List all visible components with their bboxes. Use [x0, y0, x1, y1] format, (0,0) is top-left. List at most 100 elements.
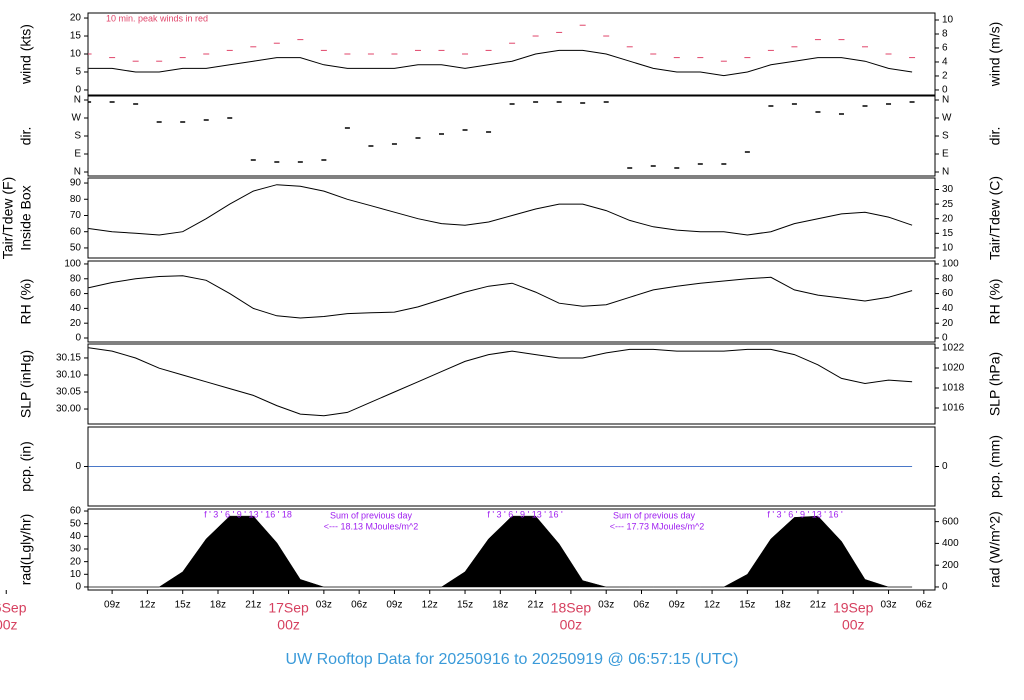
x-tick-label: 18z [775, 600, 791, 611]
y-tick-label: 40 [70, 531, 82, 542]
plot-area [88, 101, 915, 169]
y2-tick-label: 20 [942, 213, 954, 224]
y-tick-label: 20 [70, 556, 82, 567]
x-tick-label: 06z [916, 600, 932, 611]
y2-tick-label: 4 [942, 57, 948, 68]
annotation: f ' 3 ' 6 ' 9 ' 13 ' 16 ' [767, 509, 843, 519]
x-tick-label: 09z [104, 600, 120, 611]
y-tick-label: W [72, 113, 82, 124]
x-tick-label: 03z [598, 600, 614, 611]
y2-tick-label: 6 [942, 43, 948, 54]
y-tick-label: 40 [70, 303, 82, 314]
y-tick-label: 30.05 [56, 387, 81, 398]
y2-axis-label: dir. [987, 127, 1003, 146]
data-line [88, 49, 913, 77]
x-tick-label: 12z [139, 600, 155, 611]
y-tick-label: 0 [75, 85, 81, 96]
y2-tick-label: 1020 [942, 363, 965, 374]
annotation: <--- 18.13 MJoules/m^2 [324, 521, 419, 531]
x-tick-label: 06z [633, 600, 649, 611]
panel-frame [87, 12, 936, 96]
y-tick-label: 0 [75, 582, 81, 593]
panel-frame [87, 343, 936, 425]
y2-tick-label: N [942, 167, 949, 178]
panel-frame [87, 508, 936, 591]
y-tick-label: 50 [70, 243, 82, 254]
y-tick-label: 90 [70, 178, 82, 189]
plot-area [88, 515, 913, 588]
y-tick-label: N [74, 167, 81, 178]
y-tick-label: 0 [75, 333, 81, 344]
y2-tick-label: 0 [942, 582, 948, 593]
y2-tick-label: 10 [942, 15, 954, 26]
y2-axis-label: Tair/Tdew (C) [987, 176, 1003, 260]
y-axis-label: SLP (inHg) [18, 350, 34, 418]
y-tick-label: 60 [70, 226, 82, 237]
y2-tick-label: 100 [942, 259, 959, 270]
x-tick-label: 09z [386, 600, 402, 611]
y-tick-label: 60 [70, 288, 82, 299]
x-tick-label: 03z [316, 600, 332, 611]
y-tick-label: 80 [70, 194, 82, 205]
y-tick-label: 15 [70, 31, 82, 42]
y2-tick-label: 8 [942, 29, 948, 40]
y-tick-label: 70 [70, 210, 82, 221]
annotation: <--- 17.73 MJoules/m^2 [610, 521, 705, 531]
plot-area [88, 347, 913, 417]
y-tick-label: 30.10 [56, 370, 81, 381]
y-tick-label: S [74, 131, 81, 142]
x-tick-label: 09z [669, 600, 685, 611]
x-tick-label: 18z [210, 600, 226, 611]
x-tick-label: 12z [422, 600, 438, 611]
y-tick-label: E [74, 149, 81, 160]
y-tick-label: 60 [70, 506, 82, 517]
y2-tick-label: 1016 [942, 403, 965, 414]
y2-tick-label: 10 [942, 243, 954, 254]
y2-axis-label: rad (W/m^2) [987, 511, 1003, 588]
date-time-label: 00z [0, 617, 18, 633]
date-label: 16Sep [0, 600, 27, 616]
y2-tick-label: 40 [942, 303, 954, 314]
panel-frame [87, 177, 936, 259]
y-tick-label: N [74, 95, 81, 106]
y2-tick-label: 400 [942, 538, 959, 549]
radiation-area [88, 515, 913, 588]
y-axis-label: RH (%) [18, 279, 34, 325]
y2-tick-label: 2 [942, 71, 948, 82]
date-time-label: 00z [277, 617, 300, 633]
x-tick-label: 12z [704, 600, 720, 611]
y2-tick-label: 600 [942, 516, 959, 527]
y2-axis-label: pcp. (mm) [987, 435, 1003, 498]
x-tick-label: 21z [245, 600, 261, 611]
x-tick-label: 15z [457, 600, 473, 611]
y-tick-label: 50 [70, 518, 82, 529]
y2-tick-label: E [942, 149, 949, 160]
panel-frame [87, 95, 936, 177]
x-tick-label: 21z [528, 600, 544, 611]
date-label: 18Sep [551, 600, 592, 616]
y-axis-label: wind (kts) [18, 24, 34, 85]
x-tick-label: 21z [810, 600, 826, 611]
y2-axis-label: SLP (hPa) [987, 352, 1003, 416]
plot-area [88, 275, 913, 319]
y2-tick-label: W [942, 113, 952, 124]
data-line [88, 275, 913, 319]
x-tick-label: 15z [739, 600, 755, 611]
y-axis-label: rad(Lgly/hr) [18, 514, 34, 586]
plot-area [88, 24, 916, 77]
y-tick-label: 80 [70, 273, 82, 284]
y-axis-label: Tair/Tdew (F) [0, 177, 16, 259]
annotation: Sum of previous day [330, 510, 413, 520]
y2-tick-label: 0 [942, 461, 948, 472]
y-tick-label: 10 [70, 49, 82, 60]
y2-tick-label: 60 [942, 288, 954, 299]
y-axis-label: dir. [18, 127, 34, 146]
footer-title: UW Rooftop Data for 20250916 to 20250919… [286, 651, 739, 668]
x-tick-label: 18z [492, 600, 508, 611]
y2-tick-label: 25 [942, 199, 954, 210]
y-tick-label: 0 [75, 461, 81, 472]
annotation: Sum of previous day [613, 510, 696, 520]
y2-tick-label: 1018 [942, 383, 965, 394]
y-tick-label: 100 [64, 259, 81, 270]
y-tick-label: 30.00 [56, 404, 81, 415]
